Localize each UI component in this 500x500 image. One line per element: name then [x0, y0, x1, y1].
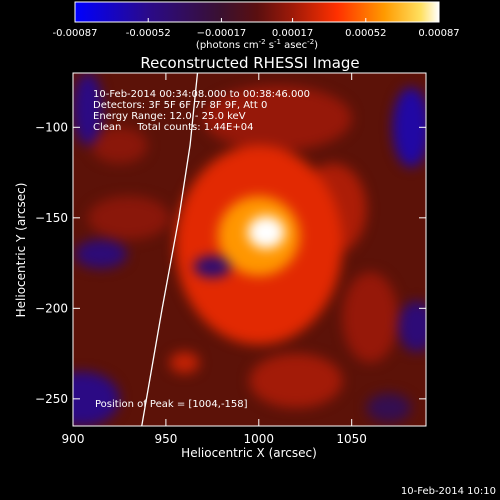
y-axis-title: Heliocentric Y (arcsec): [14, 183, 28, 318]
heatmap-blob: [247, 216, 285, 249]
y-tick-label: −100: [35, 120, 68, 134]
solar-limb-curve: [141, 73, 199, 426]
y-axis-tick-labels: −100 −150 −200 −250: [35, 120, 68, 406]
chart-title: Reconstructed RHESSI Image: [140, 54, 359, 72]
heatmap-blob: [249, 353, 343, 408]
heatmap-blob: [398, 301, 426, 352]
x-axis-ticks: [72, 73, 353, 426]
colorbar-tick-label: 0.00087: [418, 28, 459, 39]
info-line-time: 10-Feb-2014 00:34:08.000 to 00:38:46.000: [93, 89, 310, 100]
colorbar-tick-label: 0.00017: [272, 28, 313, 39]
heatmap-blob: [342, 272, 399, 363]
x-axis-tick-labels: 900 950 1000 1050: [62, 432, 367, 446]
heatmap-blob: [193, 255, 231, 278]
heatmap-blob: [87, 196, 170, 240]
heatmap-blob: [392, 87, 426, 168]
y-axis-ticks: [73, 126, 426, 400]
heatmap-blob: [74, 239, 127, 269]
info-line-counts: Clean Total counts: 1.44E+04: [93, 122, 253, 133]
info-line-detectors: Detectors: 3F 5F 6F 7F 8F 9F, Att 0: [93, 100, 267, 111]
y-tick-label: −200: [35, 301, 68, 315]
colorbar-tick-label: -0.00052: [126, 28, 171, 39]
x-tick-label: 1000: [244, 432, 275, 446]
heatmap-image: [73, 73, 426, 426]
peak-position-label: Position of Peak = [1004,-158]: [95, 399, 248, 410]
heatmap-blob: [91, 127, 148, 164]
plot-frame: [72, 72, 427, 427]
colorbar-ticks: [74, 18, 440, 22]
heatmap-blob: [73, 73, 103, 146]
x-tick-label: 900: [62, 432, 85, 446]
y-tick-label: −250: [35, 392, 68, 406]
observation-info: 10-Feb-2014 00:34:08.000 to 00:38:46.000…: [93, 89, 310, 133]
heatmap-blob: [203, 85, 352, 151]
footer-timestamp: 10-Feb-2014 10:10: [401, 486, 496, 497]
heatmap-blob: [169, 351, 200, 374]
heatmap-blob: [366, 393, 412, 423]
x-tick-label: 950: [154, 432, 177, 446]
heatmap-blob: [73, 371, 120, 426]
x-axis-title: Heliocentric X (arcsec): [181, 446, 317, 460]
colorbar-tick-label: 0.00052: [345, 28, 386, 39]
colorbar-unit-label: (photons cm-2 s-1 asec-2): [196, 38, 318, 51]
info-line-energy: Energy Range: 12.0 - 25.0 keV: [93, 111, 246, 122]
colorbar: [74, 1, 440, 23]
colorbar-tick-label: -0.00087: [53, 28, 98, 39]
colorbar-tick-labels: -0.00087 -0.00052 −0.00017 0.00017 0.00052 0.…: [53, 28, 460, 39]
colorbar-tick-label: −0.00017: [197, 28, 247, 39]
x-tick-label: 1050: [336, 432, 367, 446]
y-tick-label: −150: [35, 211, 68, 225]
